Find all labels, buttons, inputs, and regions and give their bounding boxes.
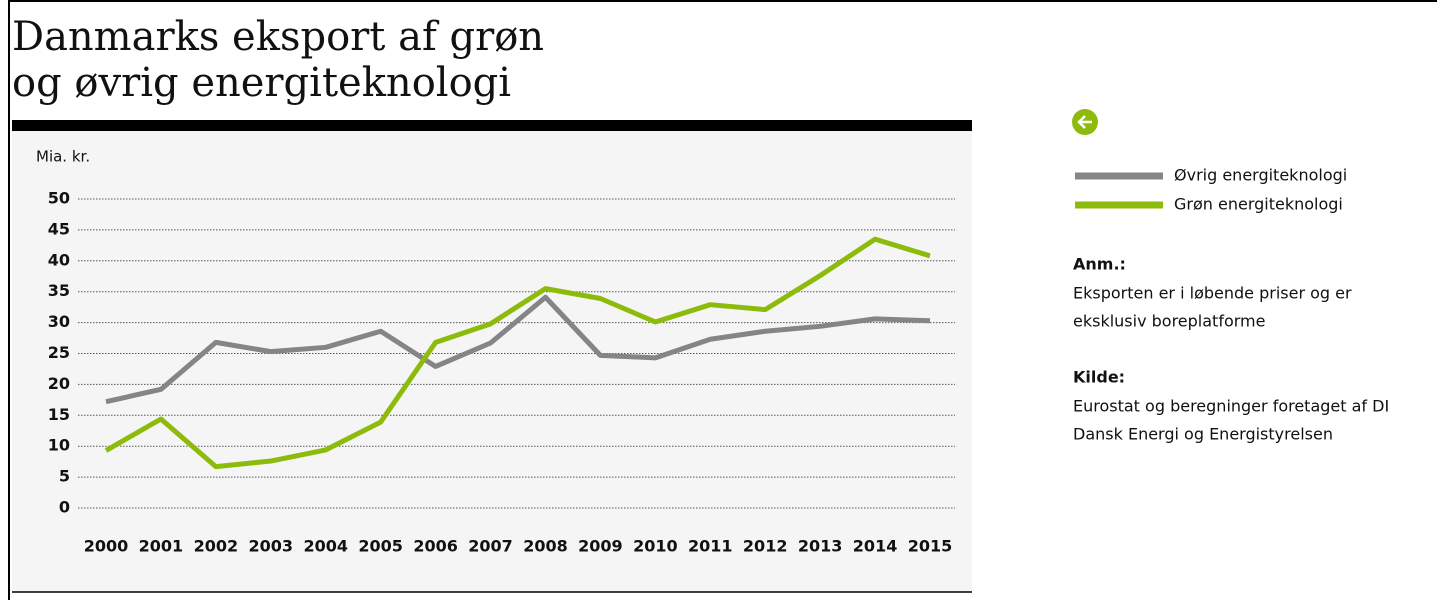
x-tick-label: 2010: [633, 537, 678, 556]
x-tick-label: 2011: [688, 537, 733, 556]
note-heading: Kilde:: [1073, 368, 1125, 387]
y-tick-label: 50: [48, 189, 70, 208]
back-arrow: [1077, 115, 1092, 129]
x-tick-label: 2015: [908, 537, 953, 556]
note-heading: Anm.:: [1073, 255, 1126, 274]
x-tick-label: 2008: [523, 537, 568, 556]
chart-title: og øvrig energiteknologi: [12, 60, 511, 106]
y-tick-label: 25: [48, 343, 70, 362]
x-tick-label: 2012: [743, 537, 788, 556]
title-rule: [12, 120, 972, 131]
y-axis-label: Mia. kr.: [36, 148, 90, 166]
data-line: [104, 236, 931, 470]
note-text: eksklusiv boreplatforme: [1073, 312, 1265, 331]
x-tick-label: 2001: [139, 537, 184, 556]
y-tick-label: 45: [48, 219, 70, 238]
y-tick-label: 5: [59, 467, 70, 486]
y-tick-label: 40: [48, 250, 70, 269]
x-tick-label: 2005: [358, 537, 403, 556]
y-tick-label: 15: [48, 405, 70, 424]
chart-panel: [12, 130, 972, 592]
legend-label: Øvrig energiteknologi: [1174, 166, 1347, 185]
x-tick-label: 2007: [468, 537, 513, 556]
note-text: Eurostat og beregninger foretaget af DI: [1073, 397, 1389, 416]
y-tick-label: 35: [48, 281, 70, 300]
note-text: Dansk Energi og Energistyrelsen: [1073, 425, 1333, 444]
x-tick-label: 2004: [303, 537, 348, 556]
x-tick-label: 2013: [798, 537, 843, 556]
y-tick-label: 10: [48, 436, 70, 455]
x-tick-label: 2006: [413, 537, 458, 556]
legend-label: Grøn energiteknologi: [1174, 195, 1343, 214]
x-tick-label: 2003: [249, 537, 294, 556]
data-line: [105, 294, 931, 405]
y-tick-label: 0: [59, 498, 70, 517]
x-tick-label: 2000: [84, 537, 129, 556]
chart-title: Danmarks eksport af grøn: [12, 14, 544, 60]
x-tick-label: 2009: [578, 537, 623, 556]
note-text: Eksporten er i løbende priser og er: [1073, 284, 1352, 303]
x-tick-label: 2002: [194, 537, 239, 556]
y-tick-label: 30: [48, 312, 70, 331]
x-tick-label: 2014: [853, 537, 898, 556]
y-tick-label: 20: [48, 374, 70, 393]
